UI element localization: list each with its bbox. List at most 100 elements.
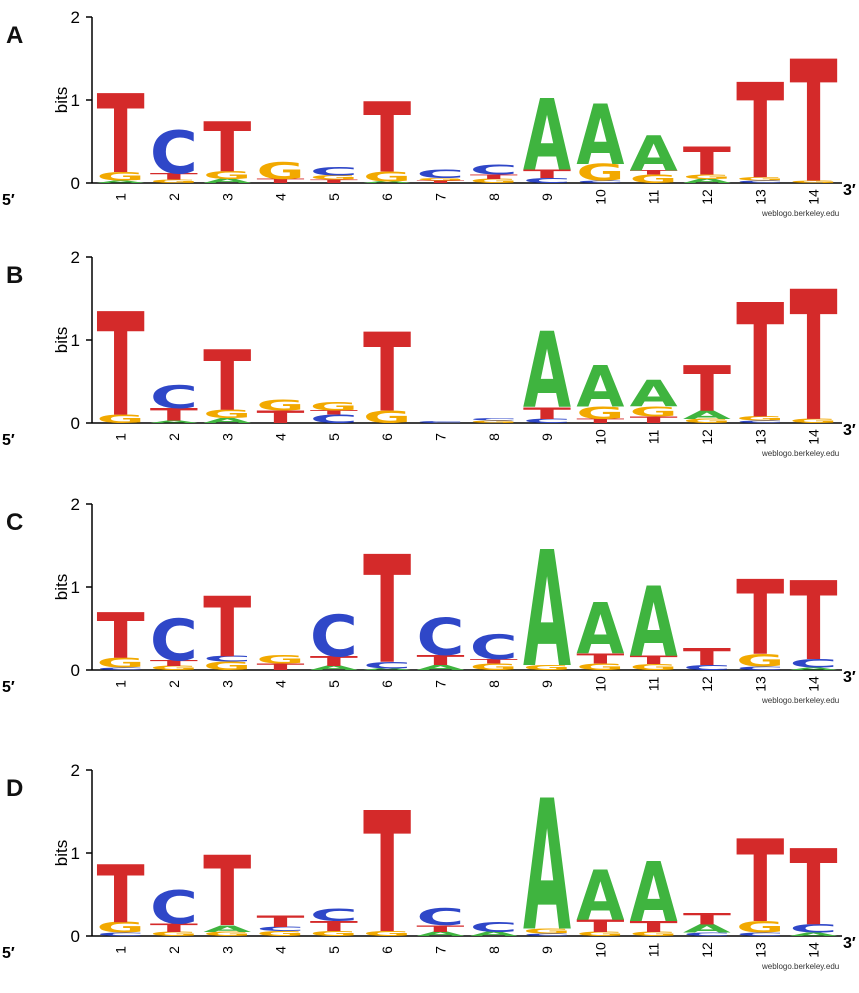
svg-text:A: A — [203, 417, 251, 425]
logo-letter-C: C — [470, 417, 518, 421]
svg-text:A: A — [790, 667, 839, 671]
position-label: 11 — [646, 190, 662, 205]
logo-letter-T: T — [736, 271, 784, 454]
logo-letter-G: G — [150, 931, 198, 938]
svg-text:T: T — [257, 407, 305, 427]
logo-letter-A: A — [683, 408, 731, 421]
logo-letter-C: C — [363, 660, 411, 671]
position-label: 13 — [752, 942, 768, 958]
logo-letter-T: T — [310, 179, 358, 184]
svg-text:A: A — [523, 517, 571, 703]
position-label: 4 — [273, 433, 289, 441]
svg-text:T: T — [630, 415, 679, 426]
svg-text:A: A — [363, 668, 412, 671]
logo-letter-A: A — [790, 932, 839, 937]
logo-letter-G: G — [310, 930, 358, 938]
logo-letter-T: T — [470, 174, 518, 181]
svg-text:A: A — [203, 923, 251, 934]
logo-letter-G: G — [257, 397, 305, 414]
svg-text:G: G — [736, 651, 784, 671]
weblogo-credit: weblogo.berkeley.edu — [761, 962, 839, 971]
logo-letter-T: T — [150, 405, 198, 425]
logo-letter-C: C — [416, 905, 464, 931]
svg-text:T: T — [97, 848, 145, 941]
logo-letter-G: G — [363, 169, 411, 185]
y-tick-label: 0 — [71, 414, 80, 433]
svg-text:T: T — [97, 283, 145, 449]
logo-letter-T: T — [97, 73, 145, 198]
logo-letter-G: G — [203, 931, 251, 938]
svg-text:G: G — [630, 931, 678, 938]
logo-letter-G: G — [97, 170, 145, 183]
logo-letter-G: G — [683, 418, 731, 425]
svg-text:T: T — [416, 923, 465, 934]
logo-letter-G: G — [630, 172, 678, 185]
svg-text:G: G — [363, 407, 411, 427]
logo-letter-A: A — [630, 126, 678, 182]
svg-text:T: T — [310, 410, 358, 417]
svg-text:T: T — [470, 658, 518, 665]
position-label: 9 — [539, 946, 555, 954]
svg-text:G: G — [683, 418, 731, 425]
position-label: 13 — [752, 429, 768, 445]
svg-text:G: G — [683, 174, 731, 181]
panel-label: B — [6, 262, 24, 289]
svg-text:G: G — [97, 919, 145, 936]
svg-text:T: T — [523, 167, 572, 180]
logo-letter-G: G — [97, 412, 145, 425]
svg-text:C: C — [470, 628, 518, 668]
y-tick-label: 1 — [71, 331, 80, 350]
five-prime-label: 5′ — [2, 432, 15, 449]
svg-text:G: G — [150, 179, 198, 184]
svg-text:A: A — [790, 932, 839, 937]
logo-letter-T: T — [416, 652, 464, 668]
logo-letter-A: A — [150, 420, 199, 424]
svg-text:A: A — [523, 310, 571, 432]
logo-letter-G: G — [736, 415, 784, 422]
position-label: 8 — [486, 680, 502, 688]
svg-text:G: G — [470, 178, 518, 185]
logo-letter-T: T — [363, 311, 411, 436]
svg-text:T: T — [150, 405, 198, 425]
logo-letter-G: G — [470, 178, 518, 185]
svg-text:T: T — [683, 910, 731, 929]
logo-letter-C: C — [470, 919, 518, 935]
svg-text:G: G — [630, 172, 678, 185]
logo-letter-C: C — [736, 180, 784, 184]
svg-text:C: C — [470, 919, 518, 935]
svg-text:C: C — [523, 933, 571, 937]
three-prime-label: 3′ — [843, 669, 856, 686]
logo-letter-G: G — [736, 176, 784, 181]
logo-letter-G: G — [683, 174, 731, 181]
svg-text:C: C — [790, 922, 838, 935]
svg-text:C: C — [790, 657, 838, 670]
logo-letter-T: T — [736, 56, 784, 209]
logo-letter-C: C — [310, 604, 358, 670]
svg-text:T: T — [576, 916, 624, 936]
position-label: 9 — [539, 680, 555, 688]
svg-text:G: G — [523, 927, 571, 935]
y-tick-label: 0 — [71, 927, 80, 946]
svg-text:T: T — [416, 180, 464, 184]
logo-letter-T: T — [576, 651, 624, 667]
y-axis-label: bits — [52, 87, 71, 113]
logo-letter-C: C — [310, 412, 358, 425]
position-label: 1 — [113, 680, 129, 688]
logo-letter-A: A — [97, 180, 146, 184]
svg-text:T: T — [576, 651, 624, 667]
logo-letter-T: T — [470, 658, 518, 665]
svg-text:G: G — [97, 655, 145, 671]
logo-letter-A: A — [523, 763, 571, 972]
svg-text:C: C — [736, 420, 784, 424]
svg-text:T: T — [363, 81, 411, 194]
logo-letter-C: C — [576, 180, 624, 184]
position-label: 4 — [273, 946, 289, 954]
svg-text:T: T — [630, 918, 678, 935]
svg-text:G: G — [576, 403, 624, 423]
svg-text:C: C — [310, 412, 358, 425]
logo-letter-T: T — [736, 817, 784, 949]
position-label: 7 — [432, 193, 448, 201]
position-label: 2 — [166, 193, 182, 201]
